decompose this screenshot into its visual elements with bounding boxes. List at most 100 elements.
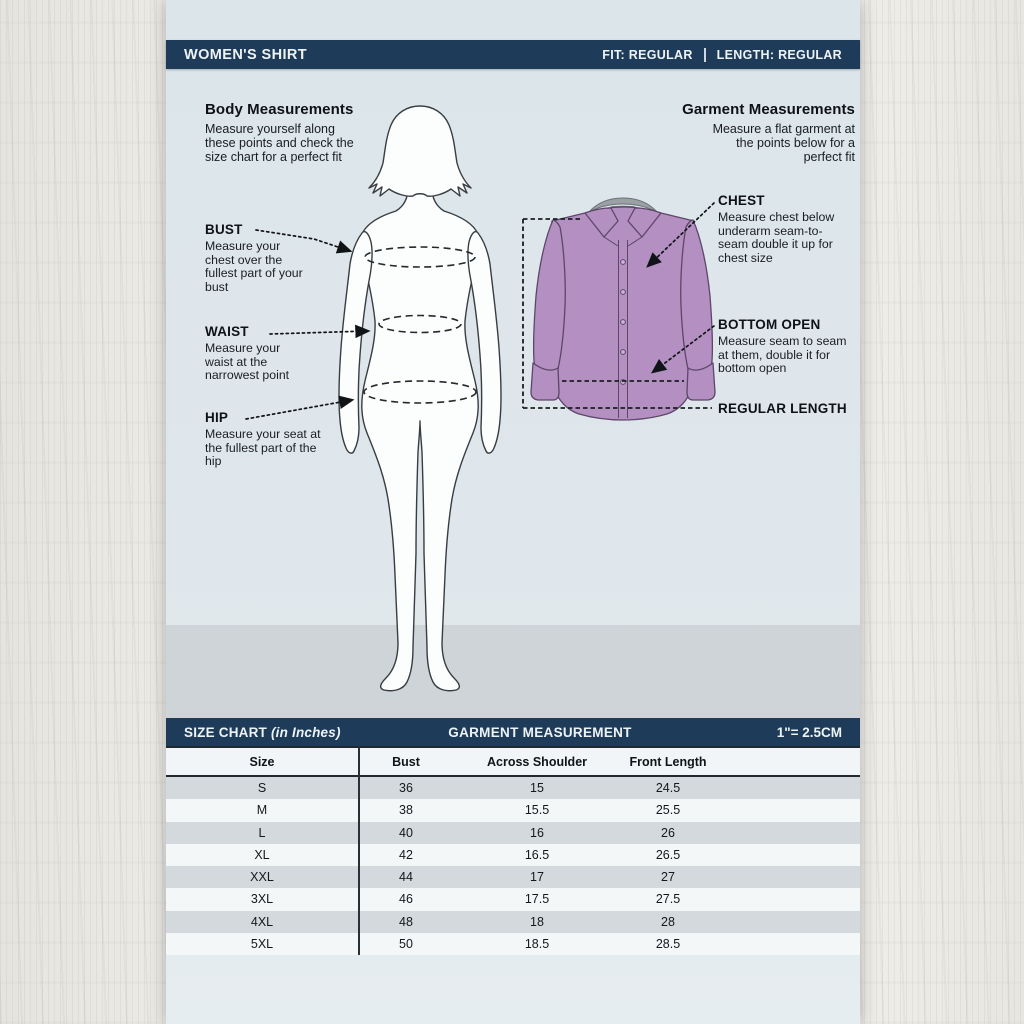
value-cell: 36: [399, 781, 413, 796]
garment-measurement-heading: GARMENT MEASUREMENT: [448, 724, 632, 740]
col-front-length: Front Length: [629, 754, 707, 769]
regular-length-point: REGULAR LENGTH: [718, 401, 860, 419]
table-row: L 40 16 26: [166, 821, 860, 844]
table-row: M 38 15.5 25.5: [166, 799, 860, 822]
size-table-body: S 36 15 24.5 M 38 15.5 25.5 L 40 16 26 XL 42 16.5 26.5 X…: [166, 777, 860, 955]
table-row: 5XL 50 18.5 28.5: [166, 932, 860, 955]
waist-desc: Measure your waist at the narrowest poin…: [205, 341, 290, 383]
floor-band: [166, 625, 860, 718]
size-chart-bar: SIZE CHART (in Inches) GARMENT MEASUREME…: [166, 718, 860, 746]
right-cuff: [686, 362, 716, 401]
bottom-open-label: BOTTOM OPEN: [718, 317, 821, 332]
value-cell: 48: [399, 914, 413, 929]
neck-opening: [610, 205, 636, 223]
fit-label: FIT: REGULAR: [602, 47, 693, 62]
value-cell: 16.5: [524, 847, 550, 862]
size-cell: M: [256, 803, 268, 818]
garment-measurements-subtitle: Measure a flat garment at the points bel…: [712, 122, 855, 164]
value-cell: 38: [399, 803, 413, 818]
length-label: LENGTH: REGULAR: [716, 47, 842, 62]
value-cell: 50: [399, 936, 413, 951]
left-cuff: [530, 362, 560, 401]
body-silhouette-figure: [338, 105, 502, 692]
value-cell: 25.5: [655, 803, 681, 818]
collar-back: [588, 197, 658, 213]
value-cell: 15: [530, 781, 544, 796]
placket: [603, 236, 643, 418]
value-cell: 26: [661, 825, 675, 840]
title-bar: WOMEN'S SHIRT FIT: REGULAR LENGTH: REGUL…: [166, 40, 860, 69]
size-cell: 4XL: [250, 914, 274, 929]
body-measurements-title: Body Measurements: [205, 101, 354, 118]
buttons: [620, 259, 626, 385]
value-cell: 28.5: [655, 936, 681, 951]
size-cell: 5XL: [250, 936, 274, 951]
left-arm: [338, 230, 373, 454]
left-sleeve: [532, 219, 566, 373]
value-cell: 40: [399, 825, 413, 840]
waist-label: WAIST: [205, 324, 249, 339]
size-cell: S: [257, 781, 267, 796]
col-across-shoulder: Across Shoulder: [486, 754, 588, 769]
collar-left-flap: [584, 207, 619, 238]
regular-length-label: REGULAR LENGTH: [718, 401, 847, 416]
table-row: XL 42 16.5 26.5: [166, 843, 860, 866]
body-measurements-subtitle: Measure yourself along these points and …: [205, 122, 354, 164]
size-cell: L: [258, 825, 266, 840]
value-cell: 27.5: [655, 892, 681, 907]
value-cell: 46: [399, 892, 413, 907]
value-cell: 18.5: [524, 936, 550, 951]
value-cell: 24.5: [655, 781, 681, 796]
bottom-open-arrow: [650, 325, 715, 374]
value-cell: 16: [530, 825, 544, 840]
table-row: XXL 44 17 27: [166, 866, 860, 889]
value-cell: 42: [399, 847, 413, 862]
value-cell: 18: [530, 914, 544, 929]
size-guide-panel: WOMEN'S SHIRT FIT: REGULAR LENGTH: REGUL…: [166, 0, 860, 1024]
hip-label: HIP: [205, 410, 229, 425]
garment-measurements-title: Garment Measurements: [682, 101, 855, 118]
value-cell: 28: [661, 914, 675, 929]
col-size: Size: [249, 754, 275, 769]
hip-point: HIP Measure your seat at the fullest par…: [205, 410, 327, 469]
bottom-open-point: BOTTOM OPEN Measure seam to seam at them…: [718, 317, 852, 376]
chest-point: CHEST Measure chest below underarm seam-…: [718, 193, 852, 265]
size-cell: XL: [254, 847, 270, 862]
shirt-illustration: [530, 197, 716, 421]
chest-desc: Measure chest below underarm seam-to-sea…: [718, 210, 835, 265]
right-sleeve: [680, 219, 714, 373]
bust-ellipse: [364, 246, 476, 268]
size-chart-title: SIZE CHART (in Inches): [184, 724, 341, 740]
size-table-header: Size Bust Across Shoulder Front Length: [166, 746, 860, 777]
bottom-open-desc: Measure seam to seam at them, double it …: [718, 334, 847, 376]
chest-arrow: [646, 202, 715, 268]
waist-point: WAIST Measure your waist at the narrowes…: [205, 324, 311, 383]
head-hair: [368, 105, 472, 197]
value-cell: 17: [530, 870, 544, 885]
header-divider: [703, 47, 706, 62]
collar-right-flap: [627, 207, 662, 238]
value-cell: 27: [661, 870, 675, 885]
hip-desc: Measure your seat at the fullest part of…: [205, 427, 321, 469]
bust-point: BUST Measure your chest over the fullest…: [205, 222, 307, 294]
chest-label: CHEST: [718, 193, 765, 208]
table-row: 4XL 48 18 28: [166, 910, 860, 933]
size-cell: XXL: [250, 870, 274, 885]
size-cell: 3XL: [250, 892, 274, 907]
table-row: 3XL 46 17.5 27.5: [166, 888, 860, 911]
table-row: S 36 15 24.5: [166, 777, 860, 800]
torso-legs: [359, 187, 481, 692]
col-bust: Bust: [392, 754, 420, 769]
value-cell: 44: [399, 870, 413, 885]
table-column-divider: [358, 746, 360, 955]
waist-ellipse: [378, 314, 462, 334]
bust-label: BUST: [205, 222, 243, 237]
hip-ellipse: [363, 380, 477, 404]
value-cell: 15.5: [524, 803, 550, 818]
shirt-body: [545, 206, 701, 421]
right-arm: [467, 230, 502, 454]
bust-desc: Measure your chest over the fullest part…: [205, 239, 303, 294]
value-cell: 17.5: [524, 892, 550, 907]
unit-conversion-note: 1"= 2.5CM: [776, 724, 842, 740]
size-chart-unit-note: (in Inches): [270, 724, 341, 740]
